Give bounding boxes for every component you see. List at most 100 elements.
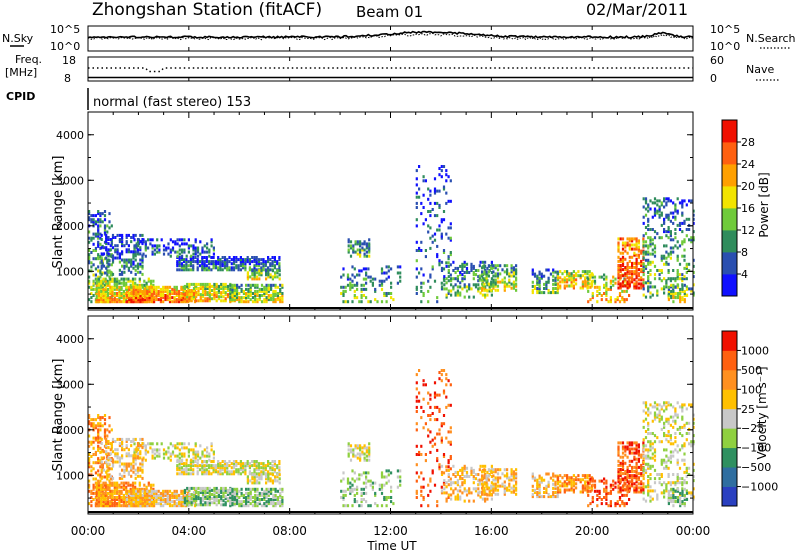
velocity-cell bbox=[232, 472, 236, 476]
power-cell bbox=[605, 298, 608, 302]
velocity-cell bbox=[95, 493, 98, 497]
power-cell bbox=[536, 287, 539, 290]
power-cell bbox=[237, 268, 240, 272]
velocity-cell bbox=[97, 422, 100, 426]
power-cell bbox=[260, 273, 263, 277]
power-cell bbox=[281, 285, 284, 289]
velocity-cell bbox=[125, 504, 128, 508]
velocity-cell bbox=[226, 499, 230, 503]
power-cell bbox=[238, 300, 241, 304]
velocity-cell bbox=[240, 500, 243, 504]
velocity-cell bbox=[178, 464, 181, 468]
power-cell bbox=[108, 283, 111, 287]
velocity-cell bbox=[90, 500, 93, 504]
velocity-cell bbox=[244, 462, 247, 466]
velocity-cell bbox=[255, 481, 259, 485]
power-cell bbox=[647, 262, 650, 266]
power-cell bbox=[140, 283, 144, 287]
velocity-cell bbox=[131, 481, 135, 485]
power-cell bbox=[647, 228, 650, 231]
velocity-cell bbox=[383, 475, 386, 479]
velocity-cell bbox=[279, 500, 282, 504]
power-cell bbox=[138, 279, 141, 283]
power-cell bbox=[635, 239, 638, 243]
velocity-cell bbox=[459, 477, 462, 481]
power-cell bbox=[633, 282, 636, 286]
freq-panel: Freq. [MHz] 18 8 60 0 Nave bbox=[5, 53, 780, 85]
velocity-cell bbox=[232, 460, 236, 463]
velocity-cell bbox=[104, 493, 107, 497]
power-cell bbox=[483, 284, 486, 288]
power-cell bbox=[649, 242, 652, 246]
power-cell bbox=[121, 238, 124, 241]
power-cell bbox=[109, 287, 112, 291]
power-cell bbox=[125, 242, 128, 246]
velocity-cell bbox=[438, 407, 441, 411]
power-cell bbox=[116, 283, 119, 287]
velocity-cell bbox=[196, 450, 200, 454]
velocity-cell bbox=[122, 483, 125, 487]
power-cell bbox=[262, 266, 265, 270]
velocity-cell bbox=[182, 502, 185, 506]
velocity-cell bbox=[442, 471, 446, 475]
velocity-cell bbox=[108, 416, 111, 420]
power-cell bbox=[101, 285, 104, 289]
velocity-cell bbox=[433, 483, 437, 487]
velocity-cell bbox=[99, 440, 102, 444]
velocity-cell bbox=[111, 440, 115, 443]
velocity-cell bbox=[106, 457, 109, 461]
power-cell bbox=[134, 296, 138, 300]
power-cell bbox=[683, 266, 686, 270]
velocity-cell bbox=[247, 487, 250, 491]
power-cell bbox=[260, 289, 264, 293]
power-cell bbox=[133, 246, 136, 250]
power-cell bbox=[342, 289, 345, 293]
power-cell bbox=[474, 283, 478, 287]
velocity-cell bbox=[515, 472, 518, 476]
power-cell bbox=[150, 289, 153, 293]
power-cell bbox=[452, 287, 455, 291]
velocity-cell bbox=[141, 489, 144, 493]
velocity-cell bbox=[114, 460, 117, 464]
velocity-cell bbox=[436, 448, 439, 452]
velocity-cell bbox=[100, 476, 103, 480]
velocity-cell bbox=[123, 464, 126, 468]
power-cell bbox=[97, 275, 100, 279]
velocity-cell bbox=[276, 475, 279, 479]
velocity-cell bbox=[249, 491, 252, 495]
velocity-cell bbox=[92, 446, 95, 450]
power-cell bbox=[274, 273, 277, 277]
power-cell bbox=[133, 244, 136, 248]
velocity-cell bbox=[192, 448, 195, 452]
velocity-cell bbox=[440, 464, 444, 468]
velocity-cell bbox=[151, 454, 154, 458]
velocity-cell bbox=[192, 491, 196, 494]
power-cell bbox=[651, 201, 654, 205]
velocity-cell bbox=[536, 484, 539, 488]
power-cell bbox=[540, 272, 543, 276]
velocity-cell bbox=[176, 442, 179, 446]
power-cell bbox=[649, 262, 652, 266]
power-cell bbox=[669, 250, 672, 254]
velocity-cell bbox=[199, 491, 202, 494]
power-cell bbox=[263, 287, 266, 291]
velocity-cell bbox=[512, 478, 515, 482]
velocity-cell bbox=[463, 466, 466, 470]
power-cell bbox=[472, 295, 475, 299]
power-cell bbox=[111, 246, 115, 250]
power-cell bbox=[621, 241, 625, 245]
velocity-cell bbox=[221, 460, 224, 463]
power-cell bbox=[151, 252, 154, 256]
power-cell bbox=[190, 244, 193, 248]
power-cell bbox=[456, 277, 459, 281]
power-cell bbox=[105, 266, 108, 270]
velocity-cell bbox=[148, 493, 151, 497]
power-cell bbox=[171, 292, 174, 295]
velocity-cell bbox=[265, 473, 268, 477]
power-cell bbox=[97, 212, 100, 216]
power-cell bbox=[658, 269, 661, 272]
power-cell bbox=[637, 249, 640, 253]
power-cell bbox=[269, 262, 272, 266]
velocity-cell bbox=[186, 488, 189, 492]
velocity-cell bbox=[104, 485, 107, 489]
